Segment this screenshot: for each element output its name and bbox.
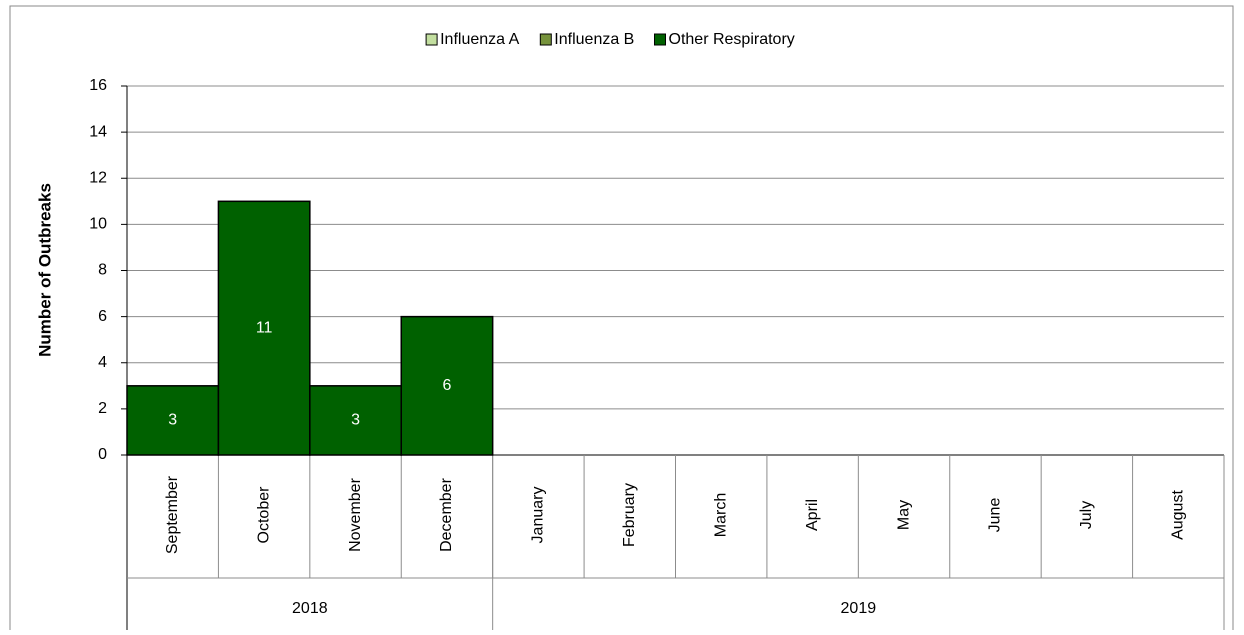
x-tick-label: April [804,499,821,531]
x-tick-label: July [1078,501,1095,529]
x-tick-label: November [347,477,364,551]
y-tick-label: 16 [89,77,107,94]
x-tick-label: January [530,487,547,544]
bar [217,200,311,456]
bar [309,385,403,456]
data-label: 3 [168,412,177,429]
legend-label: Influenza B [554,31,634,48]
x-tick-label: March [712,493,729,537]
group-label: 2019 [841,600,877,617]
x-tick-label: December [438,477,455,551]
bar [126,385,220,456]
y-tick-label: 14 [89,123,107,140]
y-tick-label: 6 [98,308,107,325]
x-tick-label: September [164,475,181,554]
x-tick-label: May [895,500,912,530]
legend-label: Other Respiratory [669,31,795,48]
group-label: 2018 [292,600,328,617]
legend-swatch [539,33,552,46]
y-tick-label: 4 [98,354,107,371]
legend-swatch [654,33,666,46]
x-tick-label: October [255,486,272,544]
bar [400,315,494,456]
y-tick-label: 8 [98,262,107,279]
y-tick-label: 10 [89,216,107,233]
x-tick-label: June [987,498,1004,533]
y-tick-label: 12 [89,169,107,186]
legend-swatch [425,33,438,46]
data-label: 11 [256,319,273,336]
data-label: 3 [351,412,360,429]
chart-border [9,5,1234,635]
legend-label: Influenza A [440,31,519,48]
y-axis-title: Number of Outbreaks [35,183,54,357]
data-label: 6 [443,377,452,394]
x-tick-label: August [1170,490,1187,540]
y-tick-label: 2 [98,400,107,417]
x-tick-label: February [621,483,638,547]
y-tick-label: 0 [98,446,107,463]
